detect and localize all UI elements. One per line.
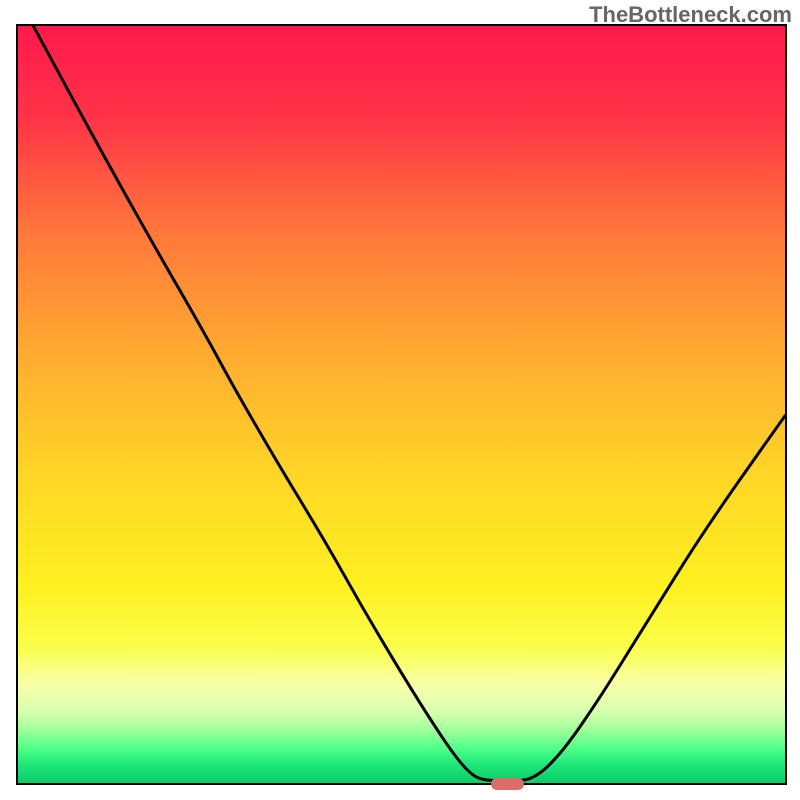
optimal-marker bbox=[491, 778, 523, 790]
plot-area bbox=[16, 24, 787, 785]
chart-container: TheBottleneck.com bbox=[0, 0, 800, 800]
bottleneck-curve bbox=[18, 26, 785, 783]
curve-path bbox=[33, 26, 785, 781]
watermark-text: TheBottleneck.com bbox=[589, 2, 792, 28]
